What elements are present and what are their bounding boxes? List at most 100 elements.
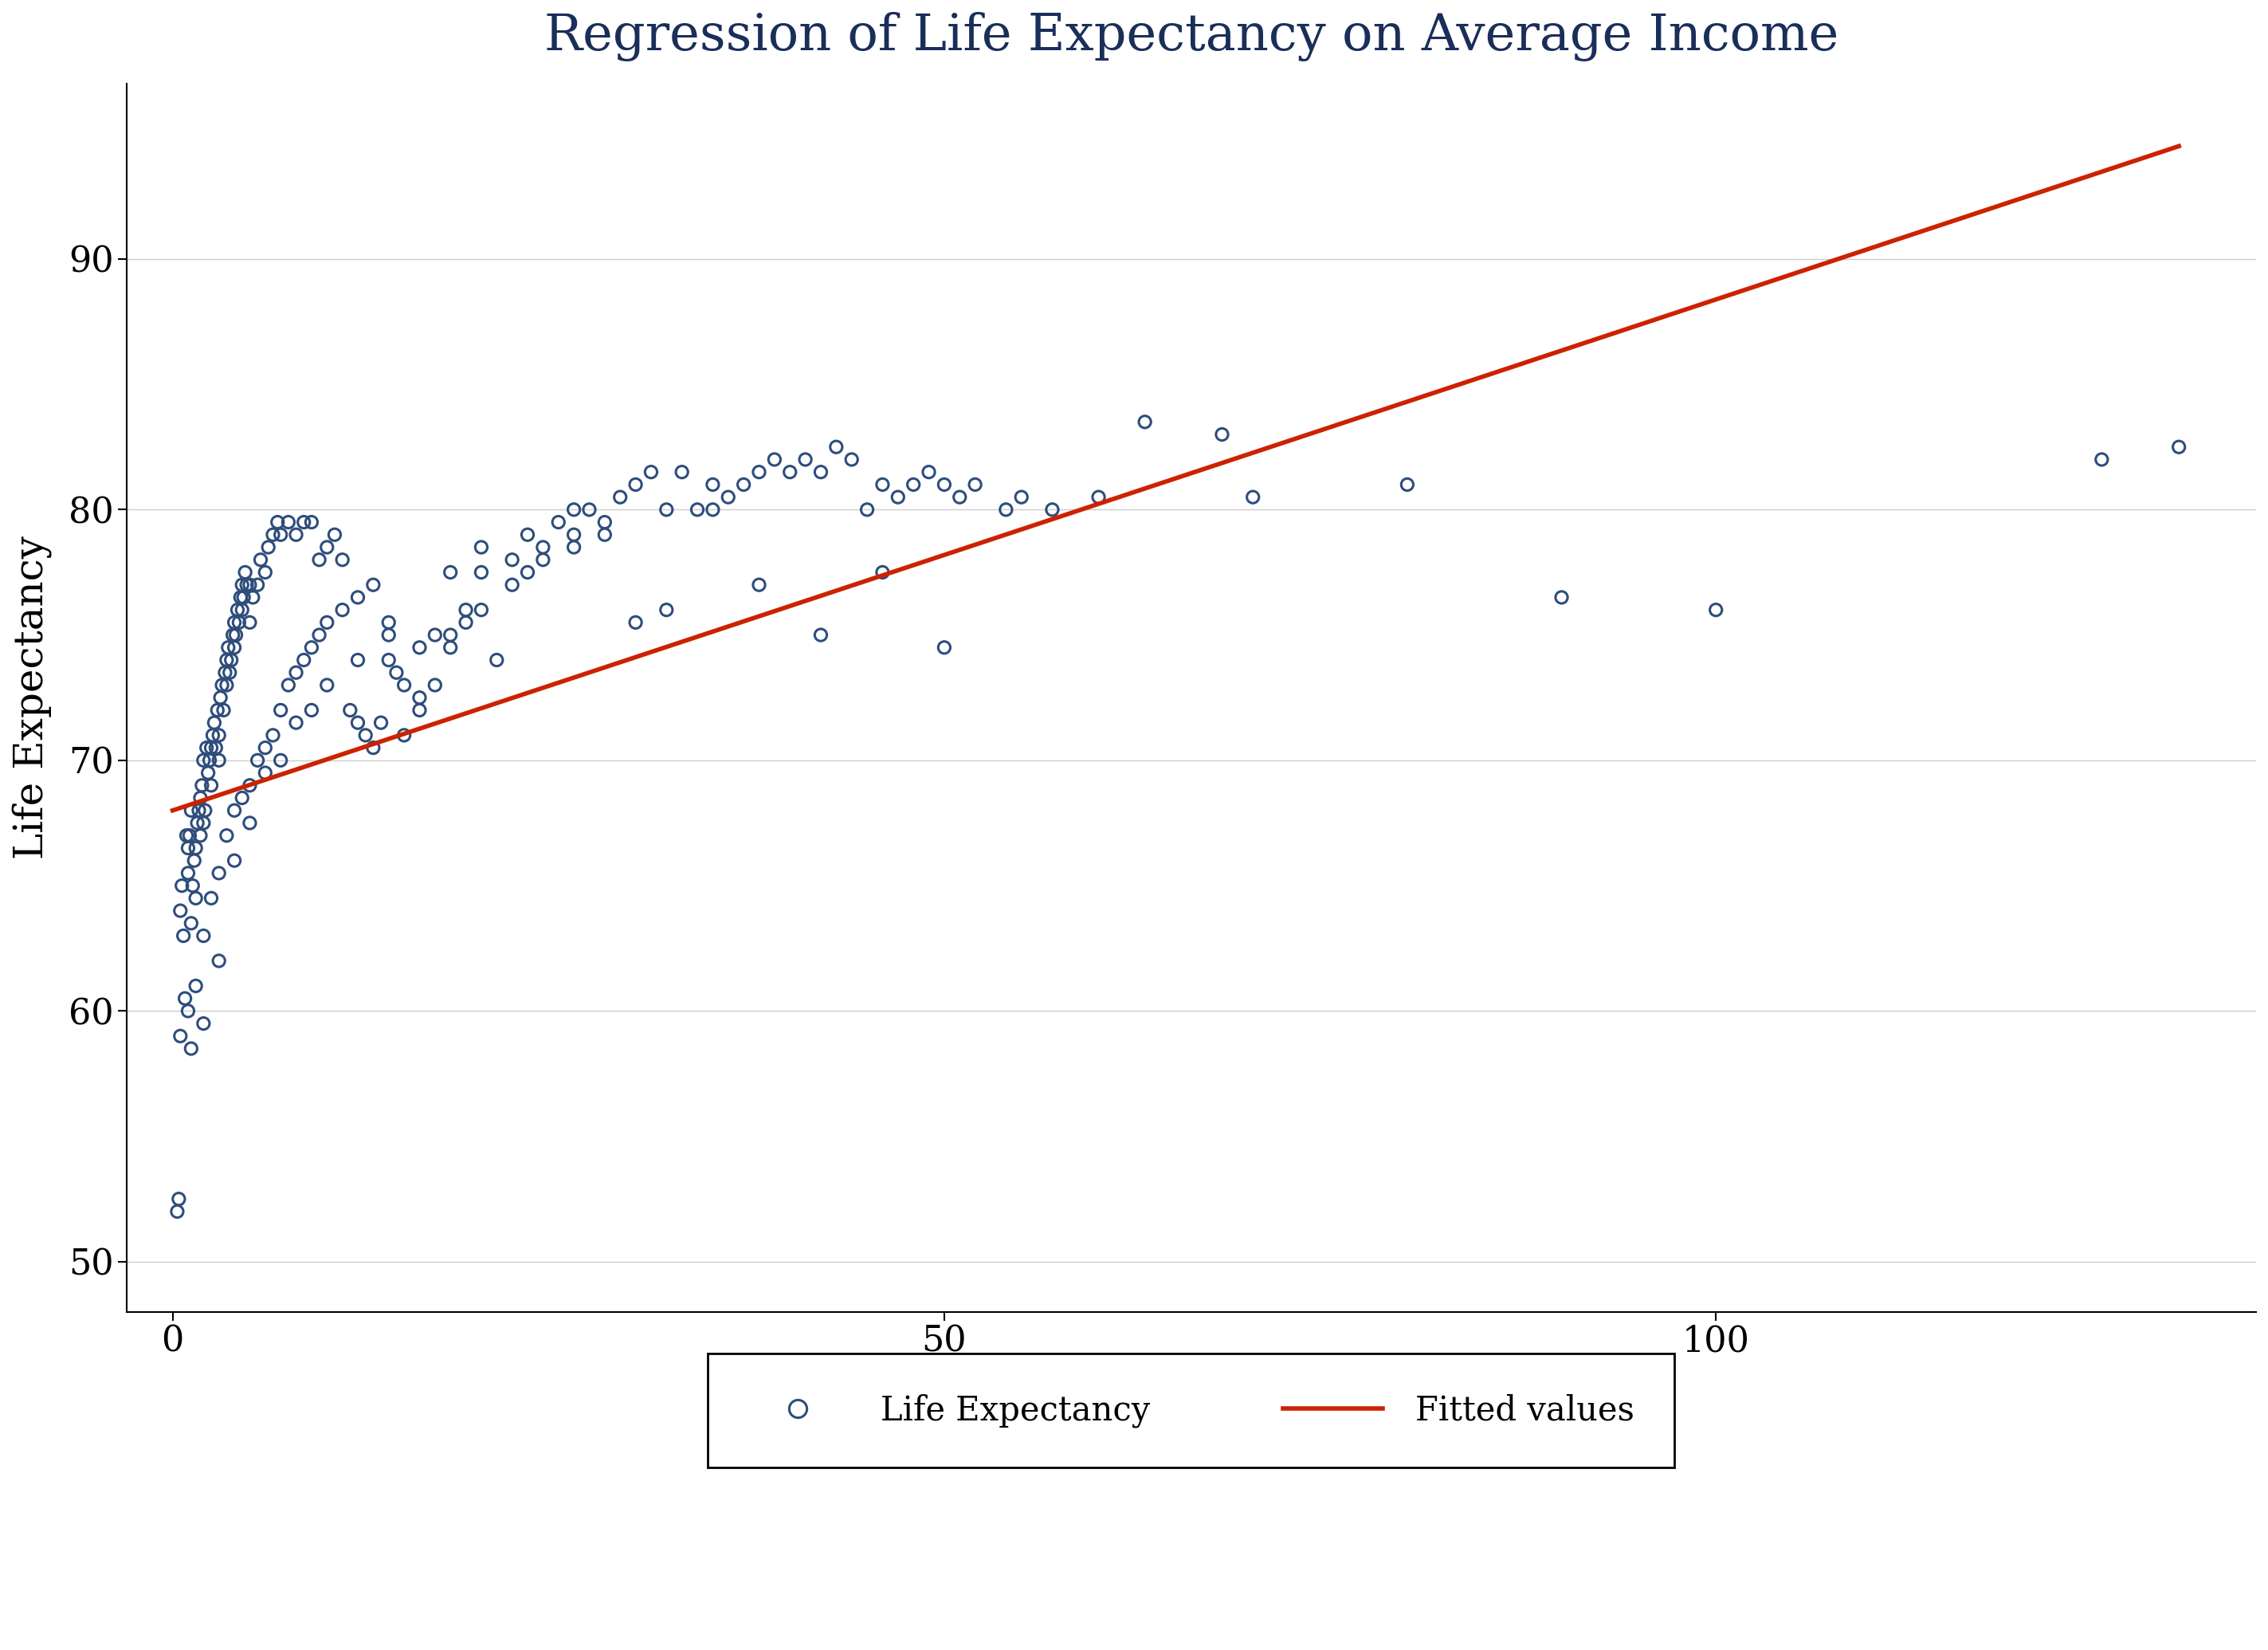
Point — [572, 497, 608, 523]
Point — [181, 785, 218, 812]
Point — [170, 860, 206, 886]
Legend: Life Expectancy, Fitted values: Life Expectancy, Fitted values — [708, 1353, 1674, 1467]
Point — [279, 521, 315, 548]
Point — [168, 822, 204, 848]
Point — [302, 546, 338, 573]
Point — [386, 672, 422, 698]
Point — [540, 508, 576, 535]
Point — [308, 609, 345, 635]
Point — [168, 985, 204, 1011]
Point — [1034, 497, 1070, 523]
Point — [587, 521, 624, 548]
Point — [202, 685, 238, 711]
Point — [200, 696, 236, 723]
Point — [163, 1023, 200, 1049]
Point — [286, 508, 322, 535]
Point — [1127, 409, 1163, 436]
Point — [181, 797, 218, 823]
Point — [209, 822, 245, 848]
Point — [193, 772, 229, 799]
Point — [231, 810, 268, 837]
Point — [247, 559, 284, 586]
Point — [177, 884, 213, 911]
Point — [433, 634, 469, 660]
Point — [1699, 597, 1735, 624]
Point — [787, 446, 823, 472]
Point — [293, 508, 329, 535]
Point — [259, 508, 295, 535]
Point — [293, 634, 329, 660]
Point — [587, 508, 624, 535]
Point — [247, 759, 284, 785]
Point — [379, 660, 415, 686]
Point — [356, 734, 392, 761]
Point — [835, 446, 871, 472]
Point — [170, 998, 206, 1025]
Point — [225, 571, 261, 597]
Point — [186, 810, 222, 837]
Point — [318, 521, 354, 548]
Point — [186, 747, 222, 774]
Point — [193, 734, 229, 761]
Point — [202, 723, 238, 749]
Point — [433, 622, 469, 648]
Point — [819, 434, 855, 460]
Point — [225, 785, 261, 812]
Point — [231, 609, 268, 635]
Point — [225, 597, 261, 624]
Point — [556, 521, 592, 548]
Point — [370, 609, 406, 635]
Point — [263, 521, 299, 548]
Point — [202, 947, 238, 974]
Point — [215, 609, 252, 635]
Point — [222, 584, 259, 610]
Point — [240, 571, 277, 597]
Point — [463, 559, 499, 586]
Point — [220, 597, 256, 624]
Point — [172, 822, 209, 848]
Point — [220, 609, 256, 635]
Point — [1234, 483, 1270, 510]
Point — [204, 672, 240, 698]
Point — [755, 446, 792, 472]
Point — [649, 597, 685, 624]
Point — [231, 772, 268, 799]
Y-axis label: Life Expectancy: Life Expectancy — [11, 536, 52, 860]
Point — [215, 634, 252, 660]
Point — [177, 835, 213, 861]
Point — [324, 546, 361, 573]
Point — [247, 734, 284, 761]
Point — [229, 571, 265, 597]
Point — [494, 546, 531, 573]
Point — [179, 810, 215, 837]
Point — [270, 508, 306, 535]
Point — [479, 647, 515, 673]
Point — [191, 759, 227, 785]
Point — [524, 546, 560, 573]
Point — [302, 622, 338, 648]
Title: Regression of Life Expectancy on Average Income: Regression of Life Expectancy on Average… — [544, 12, 1839, 61]
Point — [308, 672, 345, 698]
Point — [231, 571, 268, 597]
Point — [206, 660, 243, 686]
Point — [340, 647, 376, 673]
Point — [191, 747, 227, 774]
Point — [803, 622, 839, 648]
Point — [649, 497, 685, 523]
Point — [957, 472, 993, 498]
Point — [177, 848, 213, 875]
Point — [227, 559, 263, 586]
Point — [186, 797, 222, 823]
Point — [417, 622, 454, 648]
Point — [771, 459, 807, 485]
Point — [225, 584, 261, 610]
Point — [172, 797, 209, 823]
Point — [215, 622, 252, 648]
Point — [510, 521, 547, 548]
Point — [694, 472, 730, 498]
Point — [193, 884, 229, 911]
Point — [202, 747, 238, 774]
Point — [401, 685, 438, 711]
Point — [184, 772, 220, 799]
Point — [186, 1010, 222, 1036]
